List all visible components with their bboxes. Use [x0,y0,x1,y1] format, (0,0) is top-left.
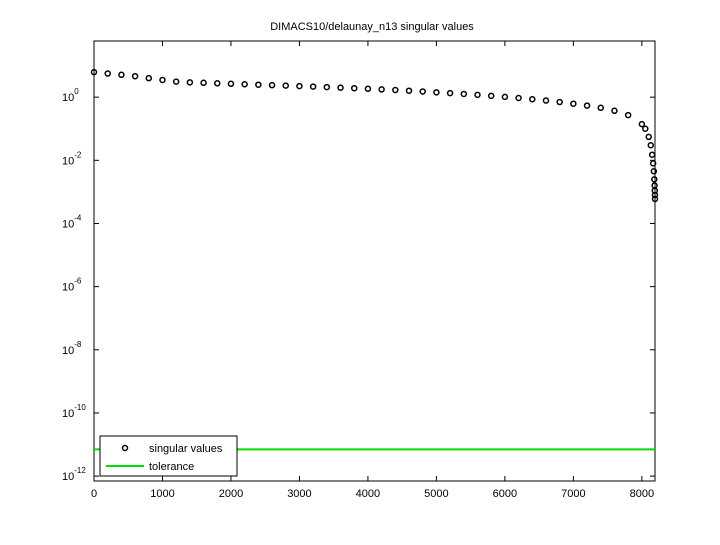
data-point [642,125,649,132]
data-point [145,74,153,82]
x-tick-label: 2000 [219,488,243,500]
data-point [611,107,618,115]
y-tick-label: 10-8 [62,340,82,357]
y-tick-exponent: 0 [74,87,79,96]
data-point [651,191,659,199]
data-point [419,88,426,95]
data-point [159,76,166,84]
y-tick-base: 10 [62,282,74,294]
y-tick-base: 10 [62,155,74,167]
data-point [241,81,248,88]
data-point [597,104,605,112]
x-tick-label: 4000 [356,488,380,500]
x-tick-label: 0 [91,488,97,500]
data-point [282,82,289,89]
data-point [651,176,658,183]
data-point [364,85,372,93]
data-point [214,80,221,87]
data-point [90,68,98,76]
y-tick-label: 10-6 [62,277,82,294]
legend-label: singular values [149,443,223,455]
y-tick-base: 10 [62,218,74,230]
y-tick-label: 10-2 [62,150,82,167]
data-point [405,87,413,94]
y-tick-exponent: -6 [74,277,82,286]
y-tick-base: 10 [62,471,74,483]
y-tick-exponent: -12 [74,466,86,475]
data-point [487,92,495,100]
data-point [648,151,656,159]
y-tick-exponent: -2 [74,150,82,159]
y-tick-label: 10-4 [62,213,82,230]
data-point [645,133,652,141]
y-tick-exponent: -10 [74,403,86,412]
data-point [542,97,550,104]
data-point [227,80,235,88]
y-tick-label: 10-10 [62,403,86,420]
data-point [296,82,303,90]
x-tick-label: 6000 [493,488,517,500]
chart-title: DIMACS10/delaunay_n13 singular values [270,21,474,33]
data-point [446,89,454,97]
data-point [186,79,194,86]
x-tick-label: 7000 [561,488,585,500]
data-point [529,95,536,103]
x-tick-label: 5000 [424,488,448,500]
data-point [337,84,344,91]
data-point [131,72,139,80]
data-point [583,102,591,109]
data-point [323,83,331,91]
data-point [501,93,509,101]
y-tick-base: 10 [62,408,74,420]
legend-label: tolerance [149,461,194,473]
data-point [460,90,468,98]
data-point [268,81,276,89]
data-point [474,91,481,99]
data-point [433,89,440,96]
y-tick-label: 10-12 [62,466,86,483]
data-point [350,84,358,92]
data-point [556,98,563,106]
data-point [515,94,522,102]
data-point [647,141,655,149]
data-point [392,86,399,94]
data-point [118,71,125,79]
data-point [255,81,262,88]
data-point [172,78,180,85]
data-point [649,160,657,167]
y-tick-label: 100 [62,87,79,104]
data-point [650,168,658,175]
data-point [200,79,207,87]
y-tick-base: 10 [62,345,74,357]
x-tick-label: 3000 [287,488,311,500]
data-point [104,70,111,77]
plot-frame [93,40,656,482]
x-tick-label: 8000 [630,488,654,500]
legend-box [99,435,238,477]
y-tick-base: 10 [62,92,74,104]
data-point [378,86,385,93]
x-tick-label: 1000 [150,488,174,500]
data-point [624,111,632,119]
data-point [651,195,659,203]
data-point [309,83,317,90]
y-tick-exponent: -8 [74,340,82,349]
y-tick-exponent: -4 [74,213,82,222]
data-point [570,100,577,107]
legend-marker [121,444,129,452]
data-point [638,120,646,128]
